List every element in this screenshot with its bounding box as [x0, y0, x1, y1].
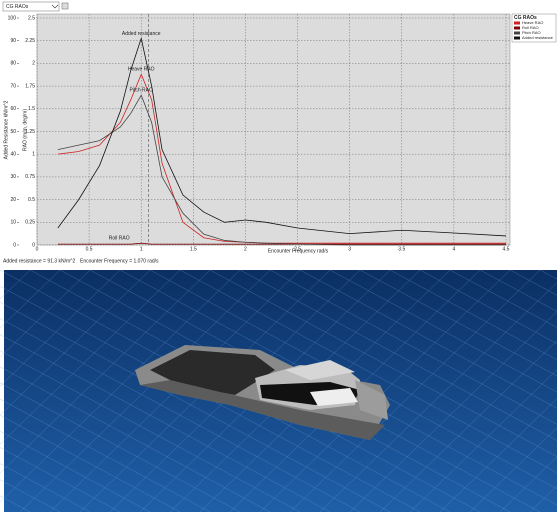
legend-swatch: [514, 37, 520, 40]
legend-swatch: [514, 27, 520, 30]
y2-tick-label: 40: [10, 152, 16, 158]
y2-tick-label: 30: [10, 174, 16, 180]
y-tick-label: 2.5: [28, 15, 35, 21]
status-resistance: Added resistance = 91.3 kN/m^2: [3, 258, 75, 264]
x-tick-label: 4: [452, 246, 455, 252]
y-tick-label: 0.75: [25, 174, 35, 180]
screen: CG RAOs Added Resistance kN/m^2 RAO (m/m…: [0, 0, 557, 512]
y-tick-label: 0.5: [28, 197, 35, 203]
y-tick-label: 1.5: [28, 106, 35, 112]
y2-tick-label: 100: [8, 15, 17, 21]
x-tick-label: 0.5: [86, 246, 93, 252]
y-tick-label: 2: [32, 61, 35, 67]
x-tick-label: 1: [140, 246, 143, 252]
y-tick-label: 2.25: [25, 38, 35, 44]
dropdown-text: CG RAOs: [6, 4, 29, 10]
x-tick-label: 1.5: [190, 246, 197, 252]
y-tick-label: 1.75: [25, 83, 35, 89]
y-tick-label: 1.25: [25, 129, 35, 135]
x-tick-label: 2: [244, 246, 247, 252]
x-tick-label: 3: [348, 246, 351, 252]
y2-tick-label: 60: [10, 106, 16, 112]
legend-swatch: [514, 22, 520, 25]
annotation: Roll RAO: [109, 236, 130, 242]
status-frequency: Encounter Frequency = 1.070 rad/s: [80, 258, 159, 264]
app: CG RAOs Added Resistance kN/m^2 RAO (m/m…: [0, 0, 557, 512]
y2-tick-label: 50: [10, 129, 16, 135]
annotation: Pitch RAO: [130, 88, 153, 94]
y2-tick-label: 80: [10, 61, 16, 67]
x-tick-label: 3.5: [398, 246, 405, 252]
legend-swatch: [514, 32, 520, 35]
x-tick-label: 4.5: [503, 246, 510, 252]
y2-tick-label: 10: [10, 220, 16, 226]
legend-label: Added resistance: [522, 35, 554, 40]
y2-tick-label: 0: [13, 242, 16, 248]
y-tick-label: 0.25: [25, 220, 35, 226]
y2-tick-label: 90: [10, 38, 16, 44]
x-tick-label: 0: [36, 246, 39, 252]
y2-axis-title: Added Resistance kN/m^2: [3, 100, 9, 159]
plot-area: [37, 14, 510, 245]
tool-button[interactable]: [62, 3, 68, 9]
y2-tick-label: 20: [10, 197, 16, 203]
y2-tick-label: 70: [10, 83, 16, 89]
annotation: Added resistance: [122, 31, 161, 37]
y-tick-label: 1: [32, 152, 35, 158]
x-tick-label: 2.5: [294, 246, 301, 252]
